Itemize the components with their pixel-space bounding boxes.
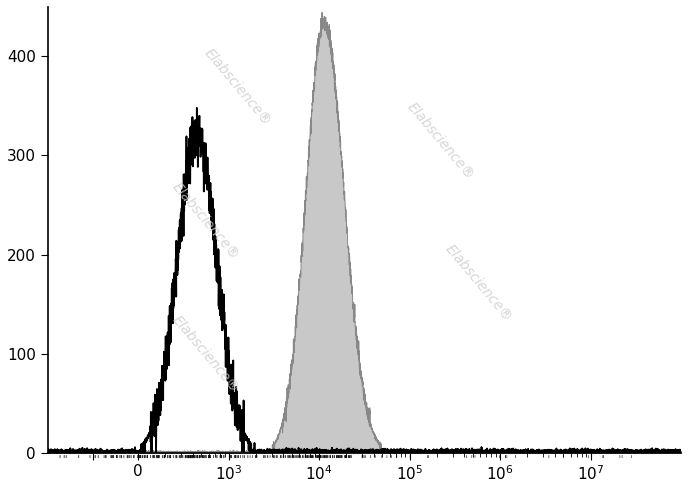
Text: Elabscience®: Elabscience® xyxy=(442,242,515,324)
Text: Elabscience®: Elabscience® xyxy=(170,313,242,396)
Text: Elabscience®: Elabscience® xyxy=(405,99,477,182)
Text: Elabscience®: Elabscience® xyxy=(202,46,274,128)
Text: Elabscience®: Elabscience® xyxy=(170,180,242,262)
